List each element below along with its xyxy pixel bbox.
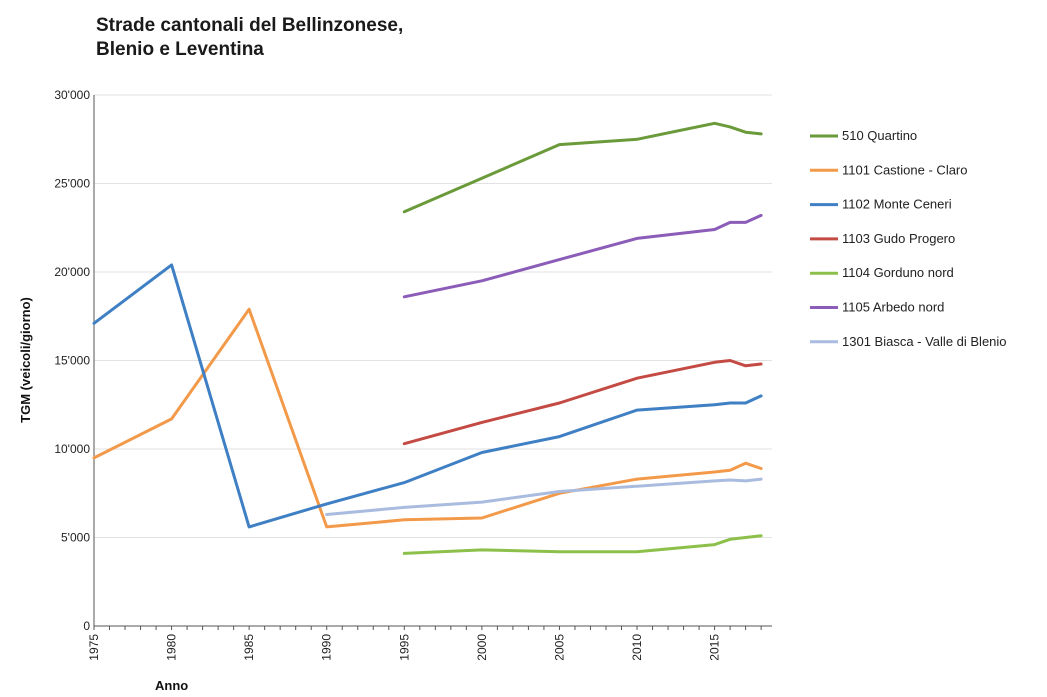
chart-title-line-1: Strade cantonali del Bellinzonese, <box>96 15 404 36</box>
y-tick-label: 10'000 <box>54 442 90 456</box>
series-line-7 <box>325 477 763 516</box>
series-line-5 <box>402 534 763 555</box>
y-axis-title: TGM (veicoli/giorno) <box>18 297 33 423</box>
chart-title-line-2: Blenio e Leventina <box>96 39 264 60</box>
x-tick-label: 1980 <box>165 634 179 661</box>
legend-label: 510 Quartino <box>842 128 917 143</box>
x-tick-labels: 1975 1980 1985 1990 1995 2000 2005 2010 2015 <box>87 634 722 661</box>
x-tick-label: 2000 <box>475 634 489 661</box>
x-tick-label: 1975 <box>87 634 101 661</box>
series-line-2 <box>92 307 763 529</box>
legend-label: 1102 Monte Ceneri <box>842 197 952 212</box>
y-tick-label: 30'000 <box>54 88 90 102</box>
x-tick-label: 1990 <box>320 634 334 661</box>
legend-label: 1301 Biasca - Valle di Blenio <box>842 334 1007 349</box>
x-tick-label: 1995 <box>397 634 411 661</box>
y-tick-label: 5'000 <box>61 531 90 545</box>
y-tick-label: 20'000 <box>54 265 90 279</box>
legend-label: 1105 Arbedo nord <box>842 300 944 315</box>
axes <box>93 95 772 630</box>
gridlines <box>94 94 772 538</box>
series-line-1 <box>402 121 763 214</box>
series-line-3 <box>92 263 763 529</box>
x-tick-label: 2015 <box>708 634 722 661</box>
y-tick-label: 15'000 <box>54 354 90 368</box>
series-line-6 <box>402 213 763 299</box>
series-lines <box>92 121 763 555</box>
legend-label: 1101 Castione - Claro <box>842 162 968 177</box>
y-tick-labels: 0 5'000 10'000 15'000 20'000 25'000 30'000 <box>54 88 90 633</box>
series-line-4 <box>402 359 763 446</box>
y-tick-label: 0 <box>83 619 90 633</box>
legend-label: 1103 Gudo Progero <box>842 231 955 246</box>
legend: 510 Quartino 1101 Castione - Claro 1102 Mo… <box>810 128 1007 349</box>
chart-title: Strade cantonali del Bellinzonese, Bleni… <box>96 14 403 62</box>
x-axis-title: Anno <box>155 678 188 693</box>
x-tick-label: 2010 <box>630 634 644 661</box>
y-tick-label: 25'000 <box>54 177 90 191</box>
x-tick-label: 2005 <box>552 634 566 661</box>
legend-label: 1104 Gorduno nord <box>842 265 954 280</box>
x-tick-label: 1985 <box>242 634 256 661</box>
